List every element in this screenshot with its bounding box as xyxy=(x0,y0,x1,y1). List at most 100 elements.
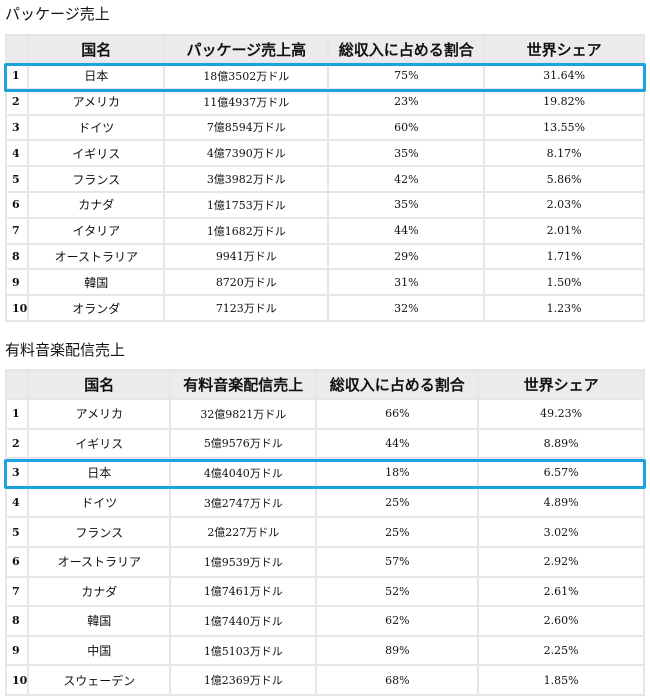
sales-cell: 1億7461万ドル xyxy=(171,577,316,606)
country-cell: オーストラリア xyxy=(29,244,164,269)
rank-header xyxy=(7,371,28,398)
table-row: 2 アメリカ 11億4937万ドル 23% 19.82% xyxy=(7,89,643,114)
table-row: 2 イギリス 5億9576万ドル 44% 8.89% xyxy=(7,429,643,458)
country-cell: 日本 xyxy=(29,459,170,487)
rank-header xyxy=(7,36,28,62)
sales-cell: 1億7440万ドル xyxy=(171,607,316,635)
country-cell: 韓国 xyxy=(29,270,164,295)
rank-cell: 6 xyxy=(7,192,28,217)
world-share-cell: 2.03% xyxy=(485,192,643,217)
rank-cell: 9 xyxy=(7,636,28,665)
revenue-share-cell: 75% xyxy=(329,64,484,88)
revenue-share-cell: 32% xyxy=(329,296,484,320)
package-sales-body: 1 日本 18億3502万ドル 75% 31.64% 2 アメリカ 11億4937万ドル 23%… xyxy=(7,64,643,320)
country-cell: カナダ xyxy=(29,192,164,217)
country-header: 国名 xyxy=(29,371,170,398)
package-sales-table: 国名 パッケージ売上高 総収入に占める割合 世界シェア 1 日本 18億3502万ド… xyxy=(5,34,645,322)
revenue-share-cell: 44% xyxy=(329,218,484,243)
country-cell: オランダ xyxy=(29,296,164,320)
table-row: 8 オーストラリア 9941万ドル 29% 1.71% xyxy=(7,244,643,269)
world-share-cell: 2.61% xyxy=(479,577,643,606)
country-cell: イギリス xyxy=(29,141,164,166)
sales-cell: 8720万ドル xyxy=(165,270,328,295)
revenue-share-cell: 25% xyxy=(317,488,478,517)
table-row: 8 韓国 1億7440万ドル 62% 2.60% xyxy=(7,607,643,635)
sales-header: 有料音楽配信売上 xyxy=(171,371,316,398)
country-cell: 日本 xyxy=(29,64,164,88)
table-row: 5 フランス 3億3982万ドル 42% 5.86% xyxy=(7,167,643,191)
revenue-share-cell: 25% xyxy=(317,518,478,546)
sales-cell: 7123万ドル xyxy=(165,296,328,320)
revenue-share-cell: 31% xyxy=(329,270,484,295)
world-share-header: 世界シェア xyxy=(485,36,643,62)
country-cell: アメリカ xyxy=(29,89,164,114)
world-share-cell: 2.92% xyxy=(479,547,643,576)
package-sales-title: パッケージ売上 xyxy=(5,5,110,23)
sales-cell: 9941万ドル xyxy=(165,244,328,269)
rank-cell: 8 xyxy=(7,607,28,635)
rank-cell: 10 xyxy=(7,296,28,320)
rank-cell: 1 xyxy=(7,64,28,88)
world-share-cell: 1.71% xyxy=(485,244,643,269)
revenue-share-cell: 42% xyxy=(329,167,484,191)
country-cell: ドイツ xyxy=(29,115,164,140)
table-row: 1 アメリカ 32億9821万ドル 66% 49.23% xyxy=(7,400,643,428)
country-header: 国名 xyxy=(29,36,164,62)
rank-cell: 3 xyxy=(7,115,28,140)
rank-cell: 5 xyxy=(7,167,28,191)
rank-cell: 10 xyxy=(7,666,28,694)
sales-cell: 1億1753万ドル xyxy=(165,192,328,217)
country-cell: フランス xyxy=(29,518,170,546)
revenue-share-cell: 18% xyxy=(317,459,478,487)
sales-cell: 1億5103万ドル xyxy=(171,636,316,665)
revenue-share-cell: 66% xyxy=(317,400,478,428)
revenue-share-cell: 68% xyxy=(317,666,478,694)
table-row: 7 カナダ 1億7461万ドル 52% 2.61% xyxy=(7,577,643,606)
world-share-cell: 19.82% xyxy=(485,89,643,114)
rank-cell: 1 xyxy=(7,400,28,428)
world-share-cell: 1.23% xyxy=(485,296,643,320)
table-row: 6 カナダ 1億1753万ドル 35% 2.03% xyxy=(7,192,643,217)
rank-cell: 6 xyxy=(7,547,28,576)
world-share-cell: 2.60% xyxy=(479,607,643,635)
revenue-share-cell: 35% xyxy=(329,141,484,166)
revenue-share-cell: 44% xyxy=(317,429,478,458)
world-share-cell: 5.86% xyxy=(485,167,643,191)
country-cell: イタリア xyxy=(29,218,164,243)
rank-cell: 4 xyxy=(7,488,28,517)
rank-cell: 8 xyxy=(7,244,28,269)
revenue-share-header: 総収入に占める割合 xyxy=(329,36,484,62)
world-share-cell: 2.01% xyxy=(485,218,643,243)
revenue-share-cell: 57% xyxy=(317,547,478,576)
country-cell: カナダ xyxy=(29,577,170,606)
revenue-share-cell: 60% xyxy=(329,115,484,140)
sales-cell: 18億3502万ドル xyxy=(165,64,328,88)
table-row: 10 スウェーデン 1億2369万ドル 68% 1.85% xyxy=(7,666,643,694)
rank-cell: 2 xyxy=(7,89,28,114)
rank-cell: 5 xyxy=(7,518,28,546)
streaming-sales-table: 国名 有料音楽配信売上 総収入に占める割合 世界シェア 1 アメリカ 32億9821… xyxy=(5,369,645,696)
sales-cell: 1億2369万ドル xyxy=(171,666,316,694)
world-share-cell: 6.57% xyxy=(479,459,643,487)
world-share-cell: 1.50% xyxy=(485,270,643,295)
world-share-cell: 8.17% xyxy=(485,141,643,166)
table-row: 9 中国 1億5103万ドル 89% 2.25% xyxy=(7,636,643,665)
table-row: 3 ドイツ 7億8594万ドル 60% 13.55% xyxy=(7,115,643,140)
world-share-cell: 49.23% xyxy=(479,400,643,428)
rank-cell: 3 xyxy=(7,459,28,487)
sales-cell: 3億2747万ドル xyxy=(171,488,316,517)
sales-cell: 11億4937万ドル xyxy=(165,89,328,114)
rank-cell: 9 xyxy=(7,270,28,295)
sales-cell: 5億9576万ドル xyxy=(171,429,316,458)
revenue-share-cell: 29% xyxy=(329,244,484,269)
country-cell: アメリカ xyxy=(29,400,170,428)
sales-cell: 32億9821万ドル xyxy=(171,400,316,428)
table-row: 3 日本 4億4040万ドル 18% 6.57% xyxy=(7,459,643,487)
sales-cell: 3億3982万ドル xyxy=(165,167,328,191)
sales-cell: 1億9539万ドル xyxy=(171,547,316,576)
world-share-cell: 4.89% xyxy=(479,488,643,517)
world-share-cell: 31.64% xyxy=(485,64,643,88)
world-share-header: 世界シェア xyxy=(479,371,643,398)
sales-cell: 7億8594万ドル xyxy=(165,115,328,140)
sales-cell: 1億1682万ドル xyxy=(165,218,328,243)
